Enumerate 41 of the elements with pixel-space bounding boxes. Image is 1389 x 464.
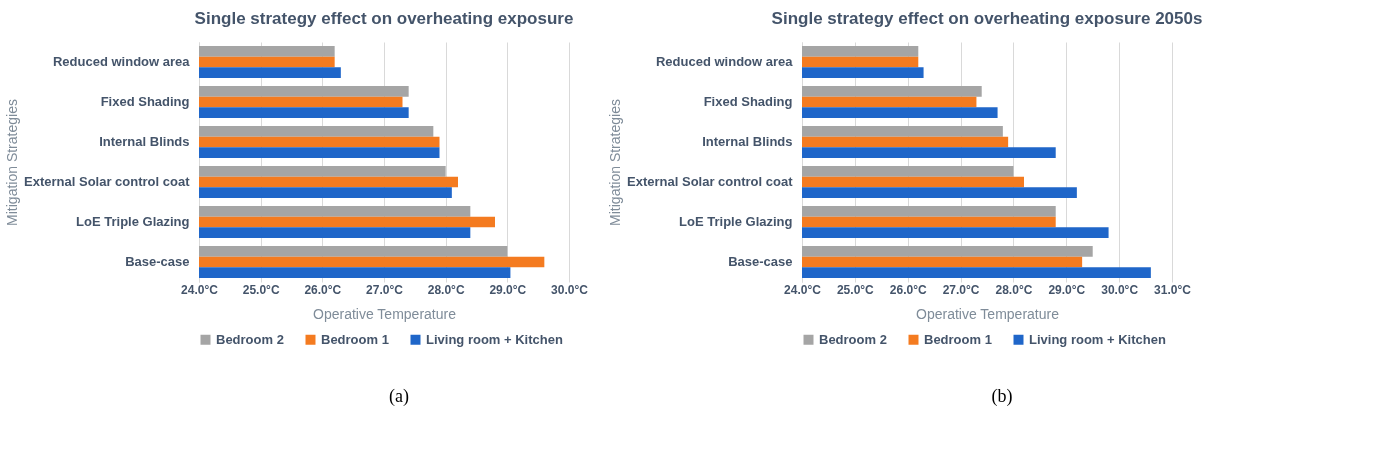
y-axis-title: Mitigation Strategies <box>4 99 21 226</box>
y-tick-label: Fixed Shading <box>703 94 793 109</box>
x-axis-title: Operative Temperature <box>916 305 1060 322</box>
x-tick-label: 27.0°C <box>366 282 404 297</box>
y-tick-label: Base-case <box>728 254 793 269</box>
legend-label: Bedroom 1 <box>321 331 389 347</box>
x-tick-label: 25.0°C <box>836 282 875 297</box>
chart-title: Single strategy effect on overheating exposure <box>194 9 574 28</box>
chart-title: Single strategy effect on overheating exposure 2050s <box>771 9 1203 28</box>
x-tick-label: 29.0°C <box>489 282 527 297</box>
legend-label: Bedroom 2 <box>819 331 887 347</box>
x-tick-label: 26.0°C <box>889 282 927 297</box>
y-tick-label: Internal Blinds <box>702 134 793 149</box>
text: (a) <box>389 386 409 407</box>
x-tick-label: 31.0°C <box>1154 282 1192 297</box>
x-tick-label: 26.0°C <box>304 282 342 297</box>
y-tick-label: Base-case <box>125 254 190 269</box>
y-tick-label: LoE Triple Glazing <box>679 214 793 229</box>
x-axis-title: Operative Temperature <box>313 305 457 322</box>
y-tick-label: Reduced window area <box>655 54 794 69</box>
legend-label: Living room + Kitchen <box>1029 331 1166 347</box>
legend-label: Bedroom 1 <box>924 331 992 347</box>
y-axis-title: Mitigation Strategies <box>607 99 624 226</box>
x-tick-label: 24.0°C <box>784 282 822 297</box>
y-tick-label: External Solar control coat <box>627 174 794 189</box>
y-tick-label: Fixed Shading <box>100 94 190 109</box>
legend-label: Living room + Kitchen <box>426 331 563 347</box>
x-tick-label: 28.0°C <box>995 282 1033 297</box>
y-tick-label: Internal Blinds <box>99 134 190 149</box>
x-tick-label: 24.0°C <box>181 282 219 297</box>
x-tick-label: 30.0°C <box>551 282 589 297</box>
x-tick-label: 29.0°C <box>1048 282 1086 297</box>
x-tick-label: 25.0°C <box>242 282 280 297</box>
y-tick-label: Reduced window area <box>52 54 191 69</box>
y-tick-label: External Solar control coat <box>24 174 191 189</box>
x-tick-label: 30.0°C <box>1101 282 1139 297</box>
text: (b) <box>991 386 1013 407</box>
y-tick-label: LoE Triple Glazing <box>76 214 190 229</box>
legend-label: Bedroom 2 <box>216 331 284 347</box>
x-tick-label: 28.0°C <box>427 282 465 297</box>
x-tick-label: 27.0°C <box>942 282 980 297</box>
